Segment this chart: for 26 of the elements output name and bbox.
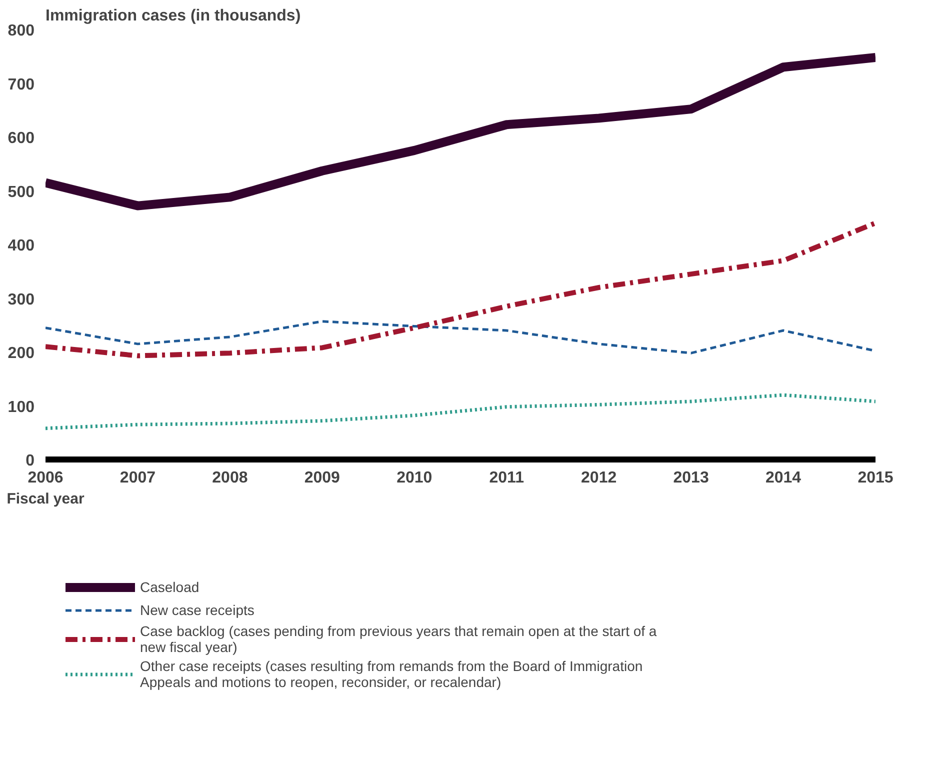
legend-label: Case backlog (cases pending from previous years that remain open at the start of a new fiscal year): [140, 623, 657, 655]
x-axis-title: Fiscal year: [6, 490, 84, 508]
y-tick-label: 200: [8, 345, 35, 362]
x-tick-label: 2011: [489, 470, 524, 486]
x-tick-label: 2014: [765, 470, 802, 486]
y-tick-label: 0: [26, 452, 35, 470]
x-tick-label: 2013: [673, 470, 709, 486]
x-tick-label: 2015: [858, 470, 894, 486]
y-tick-label: 300: [8, 291, 35, 308]
y-tick-label: 700: [8, 76, 35, 94]
y-tick-label: 800: [8, 22, 35, 40]
x-tick-label: 2008: [212, 470, 248, 486]
x-tick-label: 2010: [396, 470, 432, 486]
y-tick-label: 400: [8, 238, 35, 254]
legend-label: New case receipts: [140, 602, 254, 618]
chart-title: Immigration cases (in thousands): [46, 8, 301, 24]
y-tick-label: 500: [8, 184, 35, 201]
line-series: [46, 393, 876, 430]
x-tick-label: 2007: [120, 470, 156, 486]
legend-label: Caseload: [140, 579, 200, 595]
y-tick-label: 600: [8, 130, 35, 147]
x-tick-label: 2012: [581, 470, 617, 486]
x-tick-label: 2009: [304, 470, 340, 486]
legend-label: Other case receipts (cases resulting from remands from the Board of Immigration Appeals and motions to reopen, reconsider, or recalendar): [140, 658, 643, 690]
x-tick-label: 2006: [28, 470, 64, 486]
y-tick-label: 100: [8, 398, 35, 416]
